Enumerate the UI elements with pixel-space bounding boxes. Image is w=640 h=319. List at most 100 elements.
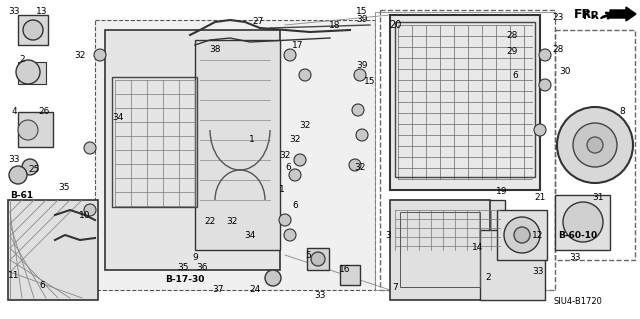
FancyArrow shape (610, 7, 636, 21)
Text: 28: 28 (506, 31, 518, 40)
Text: 32: 32 (300, 121, 310, 130)
Bar (390, 200, 505, 255)
Circle shape (539, 49, 551, 61)
Text: 33: 33 (532, 268, 544, 277)
Circle shape (294, 154, 306, 166)
Text: 2: 2 (485, 273, 491, 283)
Bar (18, 15, 48, 45)
Text: FR.: FR. (583, 11, 604, 21)
Text: 35: 35 (177, 263, 189, 272)
Bar (340, 265, 360, 285)
Circle shape (356, 129, 368, 141)
Text: 14: 14 (472, 243, 484, 253)
Text: 32: 32 (289, 136, 301, 145)
Circle shape (289, 169, 301, 181)
Circle shape (22, 159, 38, 175)
Text: 18: 18 (329, 20, 340, 29)
Text: SIU4-B1720: SIU4-B1720 (554, 298, 602, 307)
Text: 36: 36 (196, 263, 208, 272)
Text: 39: 39 (356, 61, 368, 70)
Text: 30: 30 (559, 68, 571, 77)
Bar (380, 10, 555, 290)
Circle shape (504, 217, 540, 253)
Text: 6: 6 (285, 164, 291, 173)
Text: 32: 32 (355, 164, 365, 173)
Circle shape (265, 270, 281, 286)
Text: 22: 22 (204, 218, 216, 226)
Bar (112, 77, 197, 207)
Text: 16: 16 (339, 265, 351, 275)
Bar (497, 210, 547, 260)
Bar (105, 30, 280, 270)
Text: 34: 34 (244, 231, 256, 240)
Text: 15: 15 (356, 8, 368, 17)
Circle shape (354, 69, 366, 81)
Text: 9: 9 (192, 254, 198, 263)
Circle shape (299, 69, 311, 81)
Text: 8: 8 (619, 108, 625, 116)
Text: B-60-10: B-60-10 (559, 231, 598, 240)
Text: 12: 12 (532, 231, 544, 240)
Circle shape (539, 79, 551, 91)
Bar (400, 212, 480, 287)
Bar (307, 248, 329, 270)
Text: 1: 1 (249, 136, 255, 145)
Text: 5: 5 (305, 250, 311, 259)
Text: 23: 23 (552, 13, 564, 23)
Text: 13: 13 (36, 8, 48, 17)
Text: 26: 26 (38, 108, 50, 116)
Bar (390, 200, 490, 300)
Text: 32: 32 (74, 50, 86, 60)
Bar (480, 230, 545, 300)
Circle shape (514, 227, 530, 243)
Text: 24: 24 (250, 286, 260, 294)
Text: 17: 17 (292, 41, 304, 49)
Circle shape (534, 124, 546, 136)
Circle shape (16, 60, 40, 84)
Text: 3: 3 (385, 231, 391, 240)
Text: 19: 19 (496, 188, 508, 197)
Circle shape (9, 166, 27, 184)
Text: B-61: B-61 (10, 190, 33, 199)
Bar (555, 30, 635, 260)
Circle shape (557, 107, 633, 183)
Text: 32: 32 (279, 151, 291, 160)
Bar (395, 22, 535, 177)
Circle shape (352, 104, 364, 116)
Circle shape (18, 120, 38, 140)
Bar (95, 20, 375, 290)
Text: 10: 10 (79, 211, 91, 219)
Text: FR.: FR. (574, 9, 597, 21)
Text: 28: 28 (552, 46, 564, 55)
Text: 1: 1 (279, 186, 285, 195)
Bar (195, 40, 280, 250)
Circle shape (311, 252, 325, 266)
Text: 35: 35 (58, 183, 70, 192)
Text: 34: 34 (112, 114, 124, 122)
Text: 21: 21 (534, 194, 546, 203)
Circle shape (587, 137, 603, 153)
Text: 2: 2 (19, 56, 25, 64)
Text: 38: 38 (209, 46, 221, 55)
Circle shape (84, 142, 96, 154)
Text: 15: 15 (364, 78, 376, 86)
Text: B-17-30: B-17-30 (165, 276, 205, 285)
Text: 4: 4 (11, 108, 17, 116)
Text: 29: 29 (506, 48, 518, 56)
Circle shape (279, 214, 291, 226)
Bar (18, 62, 46, 84)
Bar (555, 195, 610, 250)
Text: 6: 6 (292, 201, 298, 210)
Circle shape (349, 159, 361, 171)
Text: 37: 37 (212, 286, 224, 294)
Text: 33: 33 (314, 291, 326, 300)
Text: 33: 33 (569, 254, 580, 263)
Text: 33: 33 (8, 155, 20, 165)
Text: 33: 33 (8, 8, 20, 17)
Text: 25: 25 (28, 166, 40, 174)
Circle shape (84, 204, 96, 216)
Text: 6: 6 (39, 280, 45, 290)
Bar (390, 15, 540, 190)
Text: 20: 20 (389, 20, 401, 30)
Text: 32: 32 (227, 218, 237, 226)
